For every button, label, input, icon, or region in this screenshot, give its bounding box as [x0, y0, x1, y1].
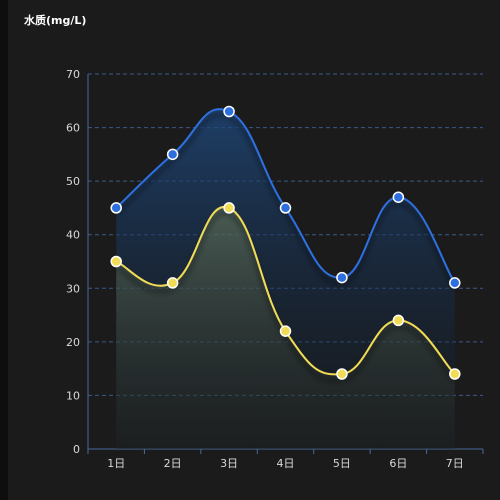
y-tick-label: 50: [66, 175, 80, 188]
y-tick-label: 10: [66, 389, 80, 402]
data-point[interactable]: [110, 202, 122, 214]
data-point[interactable]: [336, 271, 348, 284]
data-point[interactable]: [279, 325, 292, 337]
x-tick-label: 5日: [333, 457, 351, 470]
x-tick-label: 3日: [220, 457, 238, 470]
x-tick-label: 4日: [277, 457, 295, 470]
data-points: [110, 105, 461, 380]
tick-labels: 0 10 20 30 40 50 60 70 1日 2日 3日 4日 5日 6日 7日: [66, 68, 464, 470]
y-tick-label: 70: [66, 68, 80, 81]
data-point[interactable]: [223, 105, 235, 118]
y-tick-label: 30: [66, 282, 80, 295]
data-point[interactable]: [279, 202, 292, 214]
data-point[interactable]: [223, 202, 235, 214]
series-areas: [116, 109, 455, 450]
data-point[interactable]: [336, 368, 348, 380]
y-tick-label: 60: [66, 122, 80, 135]
y-tick-label: 20: [66, 336, 80, 349]
data-point[interactable]: [166, 277, 179, 289]
data-point[interactable]: [392, 314, 405, 327]
y-tick-label: 0: [73, 443, 80, 456]
data-point[interactable]: [449, 277, 461, 289]
chart-title: 水质(mg/L): [24, 14, 87, 27]
x-tick-label: 1日: [107, 457, 125, 470]
data-point[interactable]: [166, 148, 179, 161]
y-tick-label: 40: [66, 229, 80, 242]
x-tick-label: 2日: [164, 457, 182, 470]
x-tick-label: 6日: [389, 457, 407, 470]
series-area-2: [116, 206, 455, 449]
data-point[interactable]: [110, 255, 122, 268]
data-point[interactable]: [449, 368, 461, 380]
x-tick-label: 7日: [446, 457, 464, 470]
data-point[interactable]: [392, 191, 405, 203]
